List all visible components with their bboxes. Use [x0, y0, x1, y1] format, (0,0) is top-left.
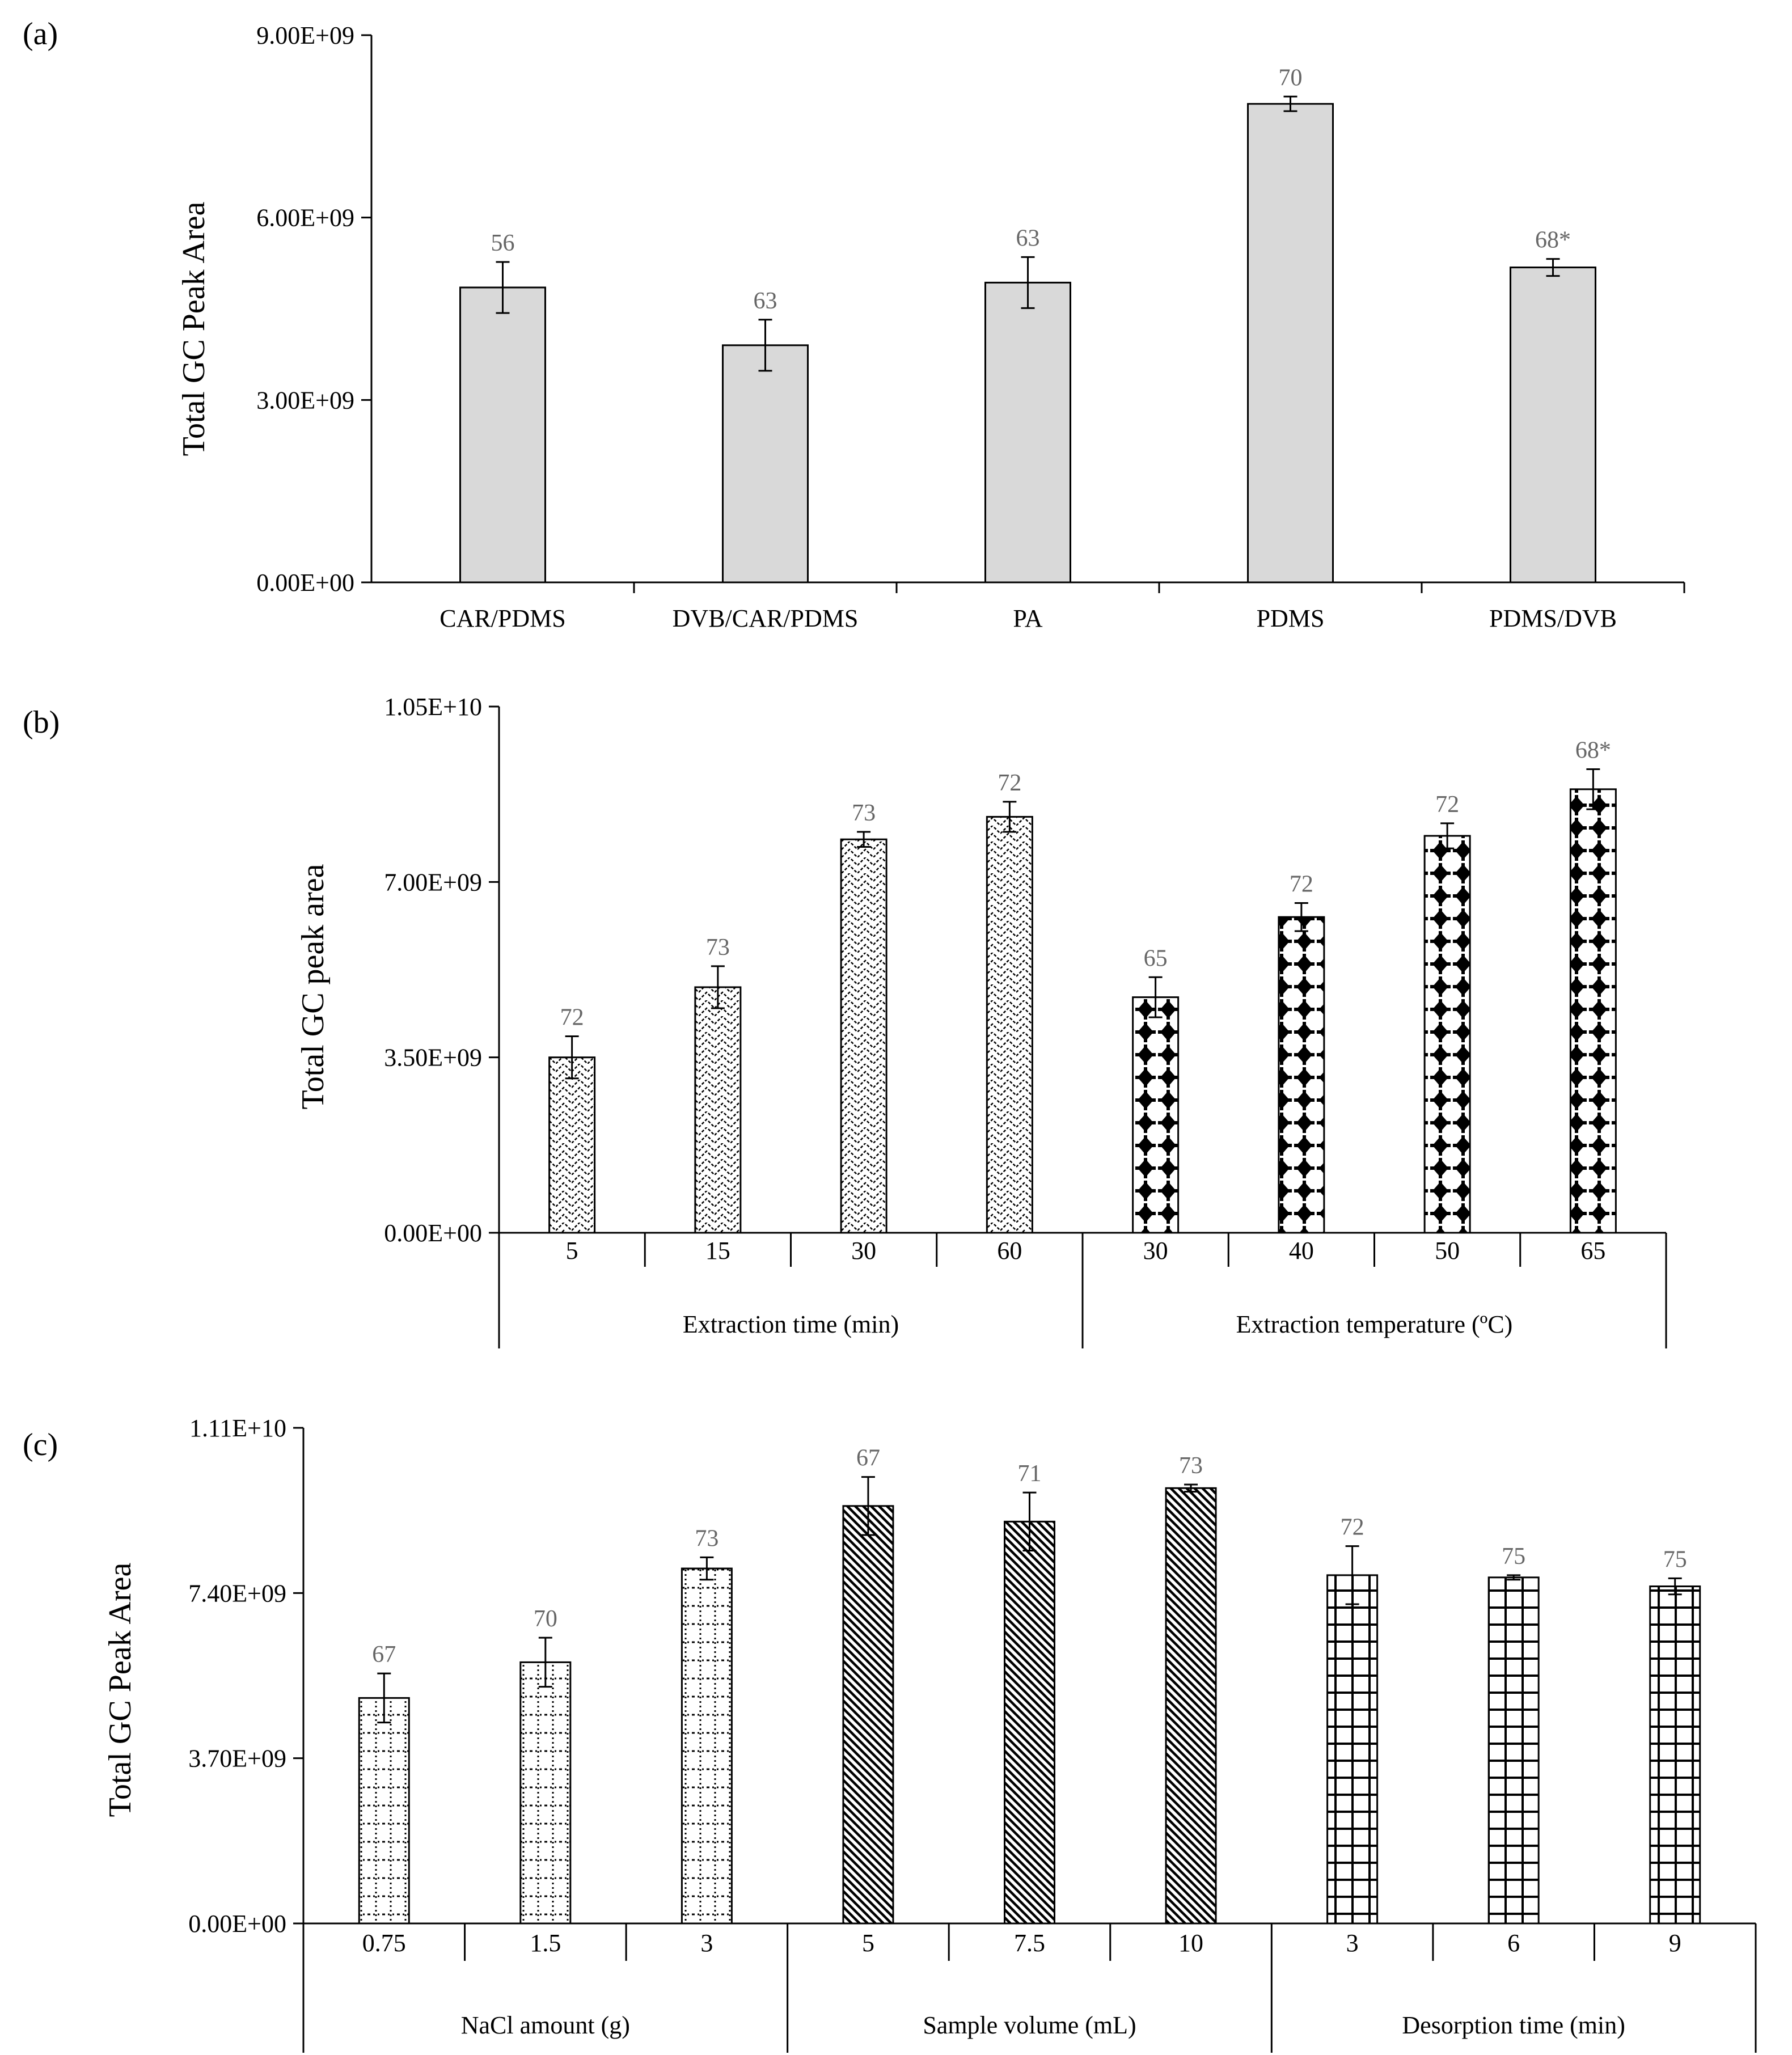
- data-label: 70: [534, 1606, 557, 1632]
- data-label: 75: [1502, 1544, 1525, 1570]
- x-tick-label: 30: [851, 1237, 876, 1265]
- data-label: 63: [1016, 225, 1040, 251]
- data-label: 73: [706, 935, 730, 961]
- x-tick-label: 9: [1669, 1929, 1681, 1957]
- panel-c-plot: 0.00E+00 3.70E+09 7.40E+09 1.11E+10 0.75 1.5 3…: [188, 1414, 1757, 2053]
- x-tick-label: 7.5: [1014, 1929, 1045, 1957]
- bar: [1247, 103, 1334, 583]
- bar: [694, 986, 742, 1234]
- bar: [1132, 996, 1180, 1234]
- x-tick-label: 65: [1580, 1237, 1605, 1265]
- bar: [1423, 835, 1471, 1234]
- x-tick-label: 60: [997, 1237, 1022, 1265]
- data-label: 70: [1279, 65, 1303, 91]
- y-tick-label: 0.00E+00: [384, 1219, 482, 1247]
- bar: [681, 1567, 733, 1925]
- data-label: 67: [372, 1642, 396, 1668]
- data-label: 71: [1018, 1461, 1042, 1487]
- y-tick-label: 1.11E+10: [189, 1414, 286, 1442]
- x-tick-label: 30: [1143, 1237, 1168, 1265]
- data-label: 68*: [1535, 227, 1571, 253]
- bar: [722, 344, 809, 583]
- y-tick-label: 0.00E+00: [188, 1910, 286, 1938]
- y-tick-label: 6.00E+09: [256, 204, 354, 232]
- x-group-label: Desorption time (min): [1402, 2011, 1625, 2039]
- panel-a-plot: 0.00E+00 3.00E+09 6.00E+09 9.00E+09 CAR/PDMS…: [256, 22, 1685, 632]
- x-tick-label: PDMS: [1257, 604, 1325, 632]
- x-tick-label: 15: [705, 1237, 730, 1265]
- data-label: 72: [1290, 871, 1313, 897]
- bar: [984, 281, 1071, 583]
- data-label: 63: [754, 288, 777, 314]
- bar: [519, 1661, 572, 1925]
- data-label: 73: [695, 1525, 719, 1551]
- data-label: 72: [1341, 1515, 1364, 1541]
- x-tick-label: PA: [1013, 604, 1042, 632]
- data-label: 73: [1179, 1453, 1203, 1479]
- data-label: 72: [1435, 792, 1459, 818]
- x-tick-label: 6: [1507, 1929, 1520, 1957]
- bar: [1649, 1585, 1701, 1925]
- y-tick-label: 1.05E+10: [384, 693, 482, 721]
- panel-c-label: (c): [23, 1427, 58, 1462]
- y-tick-label: 3.00E+09: [256, 386, 354, 414]
- x-tick-label: PDMS/DVB: [1489, 604, 1617, 632]
- x-group-label: NaCl amount (g): [461, 2011, 630, 2039]
- panel-c-y-axis-title: Total GC Peak Area: [103, 1563, 138, 1817]
- bar: [842, 1505, 894, 1925]
- x-tick-label: 50: [1435, 1237, 1460, 1265]
- data-label: 65: [1144, 945, 1168, 971]
- y-tick-label: 3.50E+09: [384, 1044, 482, 1072]
- y-tick-label: 0.00E+00: [256, 569, 354, 597]
- bar: [1487, 1576, 1540, 1925]
- panel-b-plot: 0.00E+00 3.50E+09 7.00E+09 1.05E+10 5 15 30 60 3…: [384, 693, 1667, 1348]
- data-label: 72: [998, 770, 1021, 796]
- panel-a: (a) Total GC Peak Area 0.00E+00 3.00E+09 6…: [23, 16, 1685, 632]
- panel-b-y-axis-title: Total GC peak area: [295, 864, 331, 1109]
- bar: [548, 1056, 596, 1234]
- x-tick-label: 3: [1346, 1929, 1359, 1957]
- x-group-label: Extraction temperature (ºC): [1236, 1310, 1513, 1338]
- x-tick-label: CAR/PDMS: [439, 604, 566, 632]
- bar: [840, 838, 887, 1234]
- x-tick-label: 10: [1178, 1929, 1203, 1957]
- panel-c: (c) Total GC Peak Area 0.00E+00 3.70E+09 7…: [23, 1414, 1757, 2053]
- bar: [1004, 1520, 1055, 1925]
- x-tick-label: DVB/CAR/PDMS: [673, 604, 859, 632]
- x-tick-label: 5: [566, 1237, 578, 1265]
- bar: [1326, 1574, 1379, 1925]
- x-group-label: Extraction time (min): [683, 1310, 899, 1338]
- x-tick-label: 1.5: [530, 1929, 561, 1957]
- data-label: 72: [560, 1005, 584, 1031]
- y-tick-label: 7.40E+09: [188, 1579, 286, 1607]
- x-group-label: Sample volume (mL): [923, 2011, 1136, 2039]
- bar: [986, 815, 1033, 1234]
- y-tick-label: 3.70E+09: [188, 1745, 286, 1773]
- bar: [1165, 1487, 1217, 1925]
- panel-b: (b) Total GC peak area 0.00E+00 3.50E+09 7…: [23, 693, 1667, 1348]
- data-label: 75: [1663, 1546, 1687, 1572]
- bar: [1510, 267, 1596, 583]
- data-label: 73: [852, 800, 876, 826]
- y-tick-label: 7.00E+09: [384, 868, 482, 896]
- panel-b-label: (b): [23, 705, 60, 740]
- bar: [358, 1697, 410, 1925]
- y-tick-label: 9.00E+09: [256, 22, 354, 49]
- data-label: 68*: [1575, 737, 1611, 763]
- data-label: 56: [491, 230, 515, 256]
- x-tick-label: 3: [700, 1929, 713, 1957]
- x-tick-label: 5: [862, 1929, 874, 1957]
- bar: [1569, 788, 1617, 1234]
- bar: [1278, 916, 1325, 1234]
- panel-a-label: (a): [23, 16, 58, 52]
- panel-a-y-axis-title: Total GC Peak Area: [176, 202, 212, 456]
- x-tick-label: 0.75: [362, 1929, 406, 1957]
- bar: [459, 286, 546, 583]
- x-tick-label: 40: [1289, 1237, 1314, 1265]
- data-label: 67: [856, 1445, 880, 1472]
